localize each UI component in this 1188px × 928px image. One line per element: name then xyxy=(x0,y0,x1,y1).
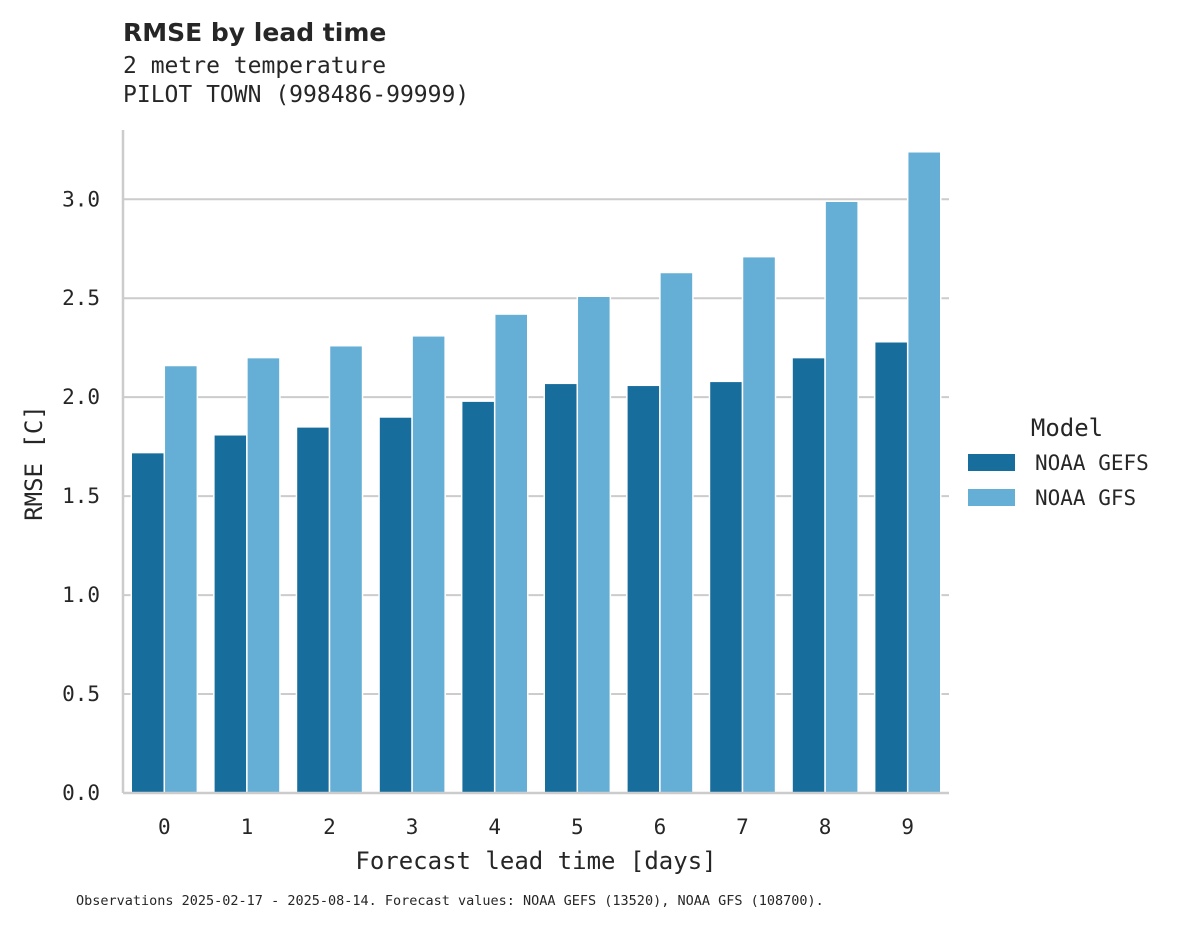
bar-noaa-gfs-day-4 xyxy=(493,313,529,794)
x-tick-label: 6 xyxy=(654,815,667,839)
bar-noaa-gefs-day-1 xyxy=(213,434,248,794)
bar-noaa-gfs-day-2 xyxy=(328,344,364,794)
y-ticks: 0.0 0.5 1.0 1.5 2.0 2.5 3.0 xyxy=(62,187,100,805)
legend-title: Model xyxy=(1031,414,1103,442)
bar-noaa-gefs-day-7 xyxy=(708,380,744,794)
x-tick-label: 1 xyxy=(241,815,254,839)
x-tick-label: 4 xyxy=(488,815,501,839)
bar-noaa-gefs-day-4 xyxy=(460,400,496,794)
y-tick-label: 1.0 xyxy=(62,583,100,607)
legend-swatch-noaa-gefs xyxy=(968,454,1015,471)
bar-noaa-gfs-day-5 xyxy=(576,295,612,794)
x-tick-label: 7 xyxy=(736,815,749,839)
bar-noaa-gefs-day-2 xyxy=(295,426,331,794)
x-tick-label: 9 xyxy=(901,815,914,839)
bar-noaa-gefs-day-6 xyxy=(626,384,661,794)
bar-noaa-gefs-day-3 xyxy=(378,416,413,794)
legend: Model NOAA GEFS NOAA GFS xyxy=(968,414,1149,510)
bars xyxy=(130,151,942,794)
chart-title: RMSE by lead time xyxy=(123,18,386,47)
legend-label-noaa-gefs: NOAA GEFS xyxy=(1035,451,1149,475)
x-ticks: 0 1 2 3 4 5 6 7 8 9 xyxy=(158,815,914,839)
chart-footnote: Observations 2025-02-17 - 2025-08-14. Fo… xyxy=(76,893,824,909)
bar-noaa-gefs-day-0 xyxy=(130,451,166,794)
y-tick-label: 3.0 xyxy=(62,187,100,211)
y-tick-label: 0.0 xyxy=(62,781,100,805)
bar-noaa-gfs-day-9 xyxy=(906,151,942,794)
y-tick-label: 0.5 xyxy=(62,682,100,706)
legend-label-noaa-gfs: NOAA GFS xyxy=(1035,486,1136,510)
bar-noaa-gefs-day-5 xyxy=(543,382,579,794)
bar-noaa-gefs-day-8 xyxy=(791,356,826,794)
bar-noaa-gfs-day-6 xyxy=(659,271,694,794)
legend-swatch-noaa-gfs xyxy=(968,489,1015,506)
y-tick-label: 2.5 xyxy=(62,286,100,310)
bar-noaa-gfs-day-8 xyxy=(824,200,859,794)
chart-subtitle-line-1: 2 metre temperature xyxy=(123,53,386,79)
x-tick-label: 0 xyxy=(158,815,171,839)
y-axis-label: RMSE [C] xyxy=(20,405,48,521)
chart-subtitle-line-2: PILOT TOWN (998486-99999) xyxy=(123,82,469,108)
x-tick-label: 2 xyxy=(323,815,336,839)
bar-noaa-gefs-day-9 xyxy=(873,341,909,794)
bar-noaa-gfs-day-7 xyxy=(741,255,777,794)
x-tick-label: 5 xyxy=(571,815,584,839)
y-tick-label: 2.0 xyxy=(62,385,100,409)
x-tick-label: 3 xyxy=(406,815,419,839)
bar-noaa-gfs-day-0 xyxy=(163,364,199,794)
y-tick-label: 1.5 xyxy=(62,484,100,508)
x-tick-label: 8 xyxy=(819,815,832,839)
x-axis-label: Forecast lead time [days] xyxy=(355,847,716,875)
bar-noaa-gfs-day-3 xyxy=(411,335,446,794)
bar-noaa-gfs-day-1 xyxy=(246,356,281,794)
